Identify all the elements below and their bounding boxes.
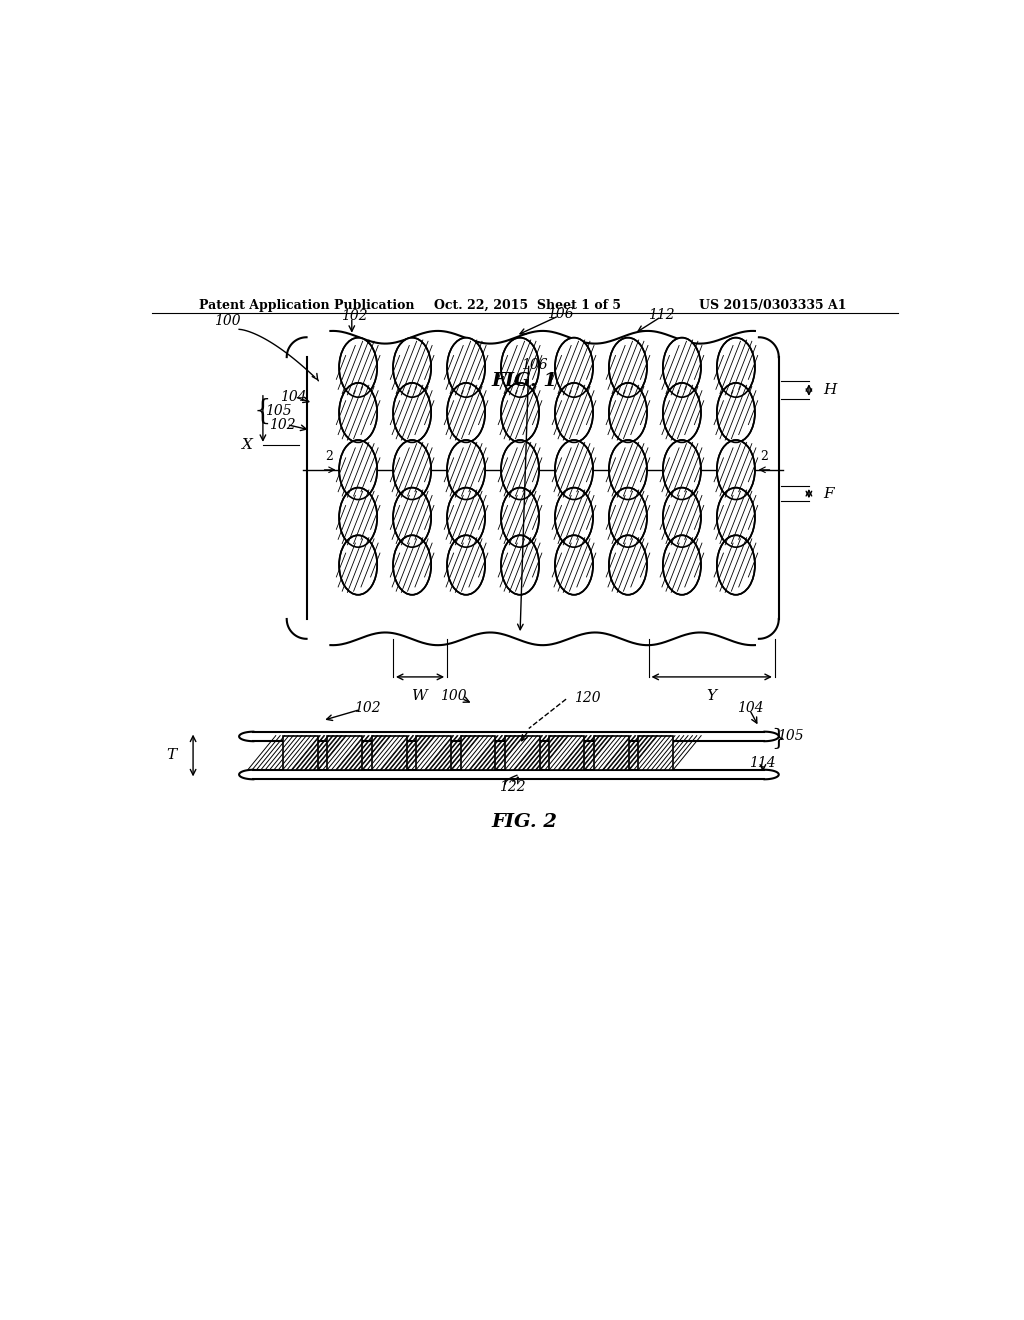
Ellipse shape [393, 338, 431, 397]
Text: {: { [767, 725, 781, 747]
Text: 106: 106 [521, 358, 548, 372]
Ellipse shape [663, 440, 701, 499]
Ellipse shape [609, 535, 647, 595]
Ellipse shape [339, 535, 377, 595]
Text: Oct. 22, 2015  Sheet 1 of 5: Oct. 22, 2015 Sheet 1 of 5 [433, 300, 621, 312]
Text: 104: 104 [281, 389, 307, 404]
Ellipse shape [501, 535, 539, 595]
Ellipse shape [717, 338, 755, 397]
Text: Patent Application Publication: Patent Application Publication [200, 300, 415, 312]
Text: 100: 100 [214, 314, 241, 329]
Text: W: W [413, 689, 428, 702]
Ellipse shape [339, 383, 377, 442]
Ellipse shape [717, 440, 755, 499]
Text: 112: 112 [648, 308, 675, 322]
Ellipse shape [663, 535, 701, 595]
Bar [416, 735, 451, 770]
Bar [505, 735, 540, 770]
Text: H: H [823, 383, 837, 397]
Ellipse shape [555, 383, 593, 442]
Ellipse shape [609, 338, 647, 397]
Text: {: { [253, 397, 271, 425]
Bar [283, 735, 317, 770]
Ellipse shape [663, 487, 701, 548]
Text: 104: 104 [737, 701, 764, 715]
Bar [283, 735, 317, 770]
Ellipse shape [717, 535, 755, 595]
Ellipse shape [663, 338, 701, 397]
Ellipse shape [447, 338, 485, 397]
Bar [461, 735, 496, 770]
Bar [594, 735, 629, 770]
Bar [550, 735, 585, 770]
Ellipse shape [393, 535, 431, 595]
Bar [372, 735, 407, 770]
Text: 100: 100 [440, 689, 467, 704]
Ellipse shape [609, 440, 647, 499]
Ellipse shape [555, 487, 593, 548]
Text: 122: 122 [499, 780, 525, 795]
Bar [461, 735, 496, 770]
Text: 106: 106 [547, 308, 573, 321]
Text: F: F [823, 487, 834, 500]
Text: FIG. 2: FIG. 2 [492, 813, 558, 830]
Ellipse shape [393, 383, 431, 442]
Ellipse shape [609, 383, 647, 442]
Bar [416, 735, 451, 770]
Ellipse shape [501, 338, 539, 397]
Text: 114: 114 [749, 755, 775, 770]
Bar [328, 735, 362, 770]
Text: T: T [166, 748, 176, 763]
Text: Y: Y [707, 689, 717, 702]
Bar [638, 735, 673, 770]
Ellipse shape [339, 487, 377, 548]
Ellipse shape [447, 440, 485, 499]
Text: 105: 105 [777, 729, 804, 743]
Text: 105: 105 [265, 404, 292, 418]
Bar [594, 735, 629, 770]
Text: 2: 2 [761, 450, 768, 463]
Ellipse shape [555, 535, 593, 595]
Text: US 2015/0303335 A1: US 2015/0303335 A1 [699, 300, 847, 312]
Ellipse shape [555, 440, 593, 499]
Ellipse shape [501, 383, 539, 442]
Bar [372, 735, 407, 770]
Text: 120: 120 [574, 692, 601, 705]
Ellipse shape [501, 487, 539, 548]
Ellipse shape [555, 338, 593, 397]
Ellipse shape [339, 440, 377, 499]
Text: FIG. 1: FIG. 1 [492, 372, 558, 391]
Ellipse shape [393, 487, 431, 548]
Ellipse shape [717, 383, 755, 442]
Ellipse shape [447, 535, 485, 595]
Bar [550, 735, 585, 770]
Text: X: X [242, 438, 253, 451]
Ellipse shape [663, 383, 701, 442]
Text: 102: 102 [269, 417, 296, 432]
Ellipse shape [609, 487, 647, 548]
Text: 2: 2 [326, 450, 334, 463]
Text: 102: 102 [354, 701, 381, 715]
Ellipse shape [717, 487, 755, 548]
Ellipse shape [447, 487, 485, 548]
Bar [638, 735, 673, 770]
Ellipse shape [447, 383, 485, 442]
Ellipse shape [339, 338, 377, 397]
Ellipse shape [501, 440, 539, 499]
Ellipse shape [393, 440, 431, 499]
Text: 102: 102 [341, 309, 368, 323]
Bar [328, 735, 362, 770]
Bar [505, 735, 540, 770]
